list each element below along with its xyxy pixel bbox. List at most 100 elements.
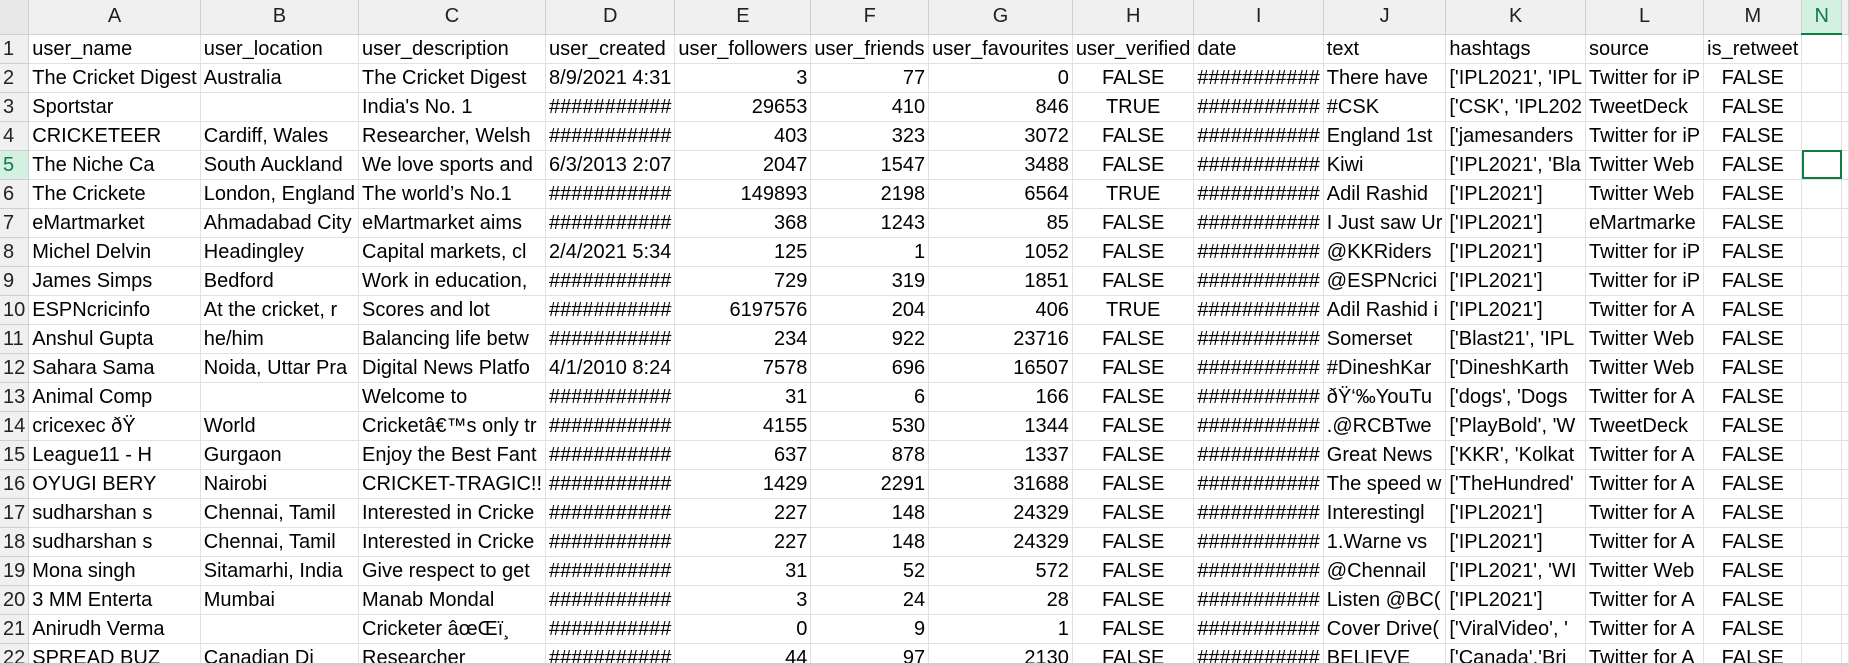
cell-e7[interactable]: 368 — [674, 208, 812, 238]
cell-c3[interactable]: India's No. 1 — [358, 92, 547, 122]
empty-cell[interactable] — [1841, 324, 1849, 354]
cell-n15[interactable] — [1801, 440, 1842, 470]
cell-h7[interactable]: FALSE — [1072, 208, 1195, 238]
cell-g9[interactable]: 1851 — [928, 266, 1073, 296]
cell-k14[interactable]: ['PlayBold', 'W — [1445, 411, 1587, 441]
cell-j21[interactable]: Cover Drive( — [1323, 614, 1447, 644]
cell-h18[interactable]: FALSE — [1072, 527, 1195, 557]
cell-j20[interactable]: Listen @BC( — [1323, 585, 1447, 615]
cell-n17[interactable] — [1801, 498, 1842, 528]
cell-l21[interactable]: Twitter for A — [1585, 614, 1705, 644]
cell-a13[interactable]: Animal Comp — [28, 382, 201, 412]
cell-h17[interactable]: FALSE — [1072, 498, 1195, 528]
cell-n8[interactable] — [1801, 237, 1842, 267]
cell-f6[interactable]: 2198 — [810, 179, 930, 209]
row-header-11[interactable]: 11 — [0, 324, 30, 354]
column-header-n[interactable]: N — [1801, 0, 1842, 35]
cell-c17[interactable]: Interested in Cricke — [358, 498, 547, 528]
cell-h12[interactable]: FALSE — [1072, 353, 1195, 383]
cell-f18[interactable]: 148 — [810, 527, 930, 557]
cell-m21[interactable]: FALSE — [1703, 614, 1803, 644]
empty-cell[interactable] — [1841, 556, 1849, 586]
cell-d15[interactable]: ########### — [545, 440, 676, 470]
cell-h19[interactable]: FALSE — [1072, 556, 1195, 586]
empty-cell[interactable] — [1841, 353, 1849, 383]
cell-a14[interactable]: cricexec ðŸ — [28, 411, 201, 441]
cell-g2[interactable]: 0 — [928, 63, 1073, 93]
cell-c6[interactable]: The world’s No.1 — [358, 179, 547, 209]
cell-i19[interactable]: ########### — [1193, 556, 1324, 586]
cell-m18[interactable]: FALSE — [1703, 527, 1803, 557]
cell-e21[interactable]: 0 — [674, 614, 812, 644]
cell-h16[interactable]: FALSE — [1072, 469, 1195, 499]
cell-c16[interactable]: CRICKET-TRAGIC!! — [358, 469, 547, 499]
cell-g22[interactable]: 2130 — [928, 643, 1073, 665]
cell-b13[interactable] — [200, 382, 360, 412]
cell-j14[interactable]: .@RCBTwe — [1323, 411, 1447, 441]
cell-f12[interactable]: 696 — [810, 353, 930, 383]
row-header-5[interactable]: 5 — [0, 150, 30, 180]
cell-k16[interactable]: ['TheHundred' — [1445, 469, 1587, 499]
cell-i1[interactable]: date — [1193, 34, 1324, 64]
cell-l14[interactable]: TweetDeck — [1585, 411, 1705, 441]
cell-j19[interactable]: @Chennail — [1323, 556, 1447, 586]
cell-e6[interactable]: 149893 — [674, 179, 812, 209]
row-header-4[interactable]: 4 — [0, 121, 30, 151]
cell-j18[interactable]: 1.Warne vs — [1323, 527, 1447, 557]
cell-b8[interactable]: Headingley — [200, 237, 360, 267]
cell-a19[interactable]: Mona singh — [28, 556, 201, 586]
cell-d11[interactable]: ########### — [545, 324, 676, 354]
cell-n9[interactable] — [1801, 266, 1842, 296]
cell-a6[interactable]: The Crickete — [28, 179, 201, 209]
cell-j3[interactable]: #CSK — [1323, 92, 1447, 122]
cell-f8[interactable]: 1 — [810, 237, 930, 267]
cell-n11[interactable] — [1801, 324, 1842, 354]
cell-k8[interactable]: ['IPL2021'] — [1445, 237, 1587, 267]
cell-m2[interactable]: FALSE — [1703, 63, 1803, 93]
cell-d5[interactable]: 6/3/2013 2:07 — [545, 150, 676, 180]
cell-f7[interactable]: 1243 — [810, 208, 930, 238]
cell-m22[interactable]: FALSE — [1703, 643, 1803, 665]
cell-m6[interactable]: FALSE — [1703, 179, 1803, 209]
cell-l4[interactable]: Twitter for iP — [1585, 121, 1705, 151]
cell-e2[interactable]: 3 — [674, 63, 812, 93]
cell-i20[interactable]: ########### — [1193, 585, 1324, 615]
cell-m19[interactable]: FALSE — [1703, 556, 1803, 586]
cell-h10[interactable]: TRUE — [1072, 295, 1195, 325]
cell-m4[interactable]: FALSE — [1703, 121, 1803, 151]
cell-m17[interactable]: FALSE — [1703, 498, 1803, 528]
row-header-8[interactable]: 8 — [0, 237, 30, 267]
cell-l10[interactable]: Twitter for A — [1585, 295, 1705, 325]
cell-g19[interactable]: 572 — [928, 556, 1073, 586]
cell-j17[interactable]: Interestingl — [1323, 498, 1447, 528]
cell-n1[interactable] — [1801, 34, 1842, 64]
cell-l13[interactable]: Twitter for A — [1585, 382, 1705, 412]
cell-b20[interactable]: Mumbai — [200, 585, 360, 615]
cell-f14[interactable]: 530 — [810, 411, 930, 441]
column-header-b[interactable]: B — [200, 0, 360, 35]
cell-m11[interactable]: FALSE — [1703, 324, 1803, 354]
empty-cell[interactable] — [1841, 121, 1849, 151]
cell-e18[interactable]: 227 — [674, 527, 812, 557]
cell-i9[interactable]: ########### — [1193, 266, 1324, 296]
cell-f21[interactable]: 9 — [810, 614, 930, 644]
cell-b3[interactable] — [200, 92, 360, 122]
cell-j2[interactable]: There have — [1323, 63, 1447, 93]
cell-d22[interactable]: ########### — [545, 643, 676, 665]
cell-j15[interactable]: Great News — [1323, 440, 1447, 470]
cell-m5[interactable]: FALSE — [1703, 150, 1803, 180]
cell-h3[interactable]: TRUE — [1072, 92, 1195, 122]
cell-k12[interactable]: ['DineshKarth — [1445, 353, 1587, 383]
cell-c7[interactable]: eMartmarket aims — [358, 208, 547, 238]
cell-b11[interactable]: he/him — [200, 324, 360, 354]
cell-g18[interactable]: 24329 — [928, 527, 1073, 557]
cell-n16[interactable] — [1801, 469, 1842, 499]
empty-cell[interactable] — [1841, 179, 1849, 209]
row-header-10[interactable]: 10 — [0, 295, 30, 325]
cell-l17[interactable]: Twitter for A — [1585, 498, 1705, 528]
cell-i14[interactable]: ########### — [1193, 411, 1324, 441]
cell-f15[interactable]: 878 — [810, 440, 930, 470]
cell-f10[interactable]: 204 — [810, 295, 930, 325]
cell-b2[interactable]: Australia — [200, 63, 360, 93]
row-header-13[interactable]: 13 — [0, 382, 30, 412]
